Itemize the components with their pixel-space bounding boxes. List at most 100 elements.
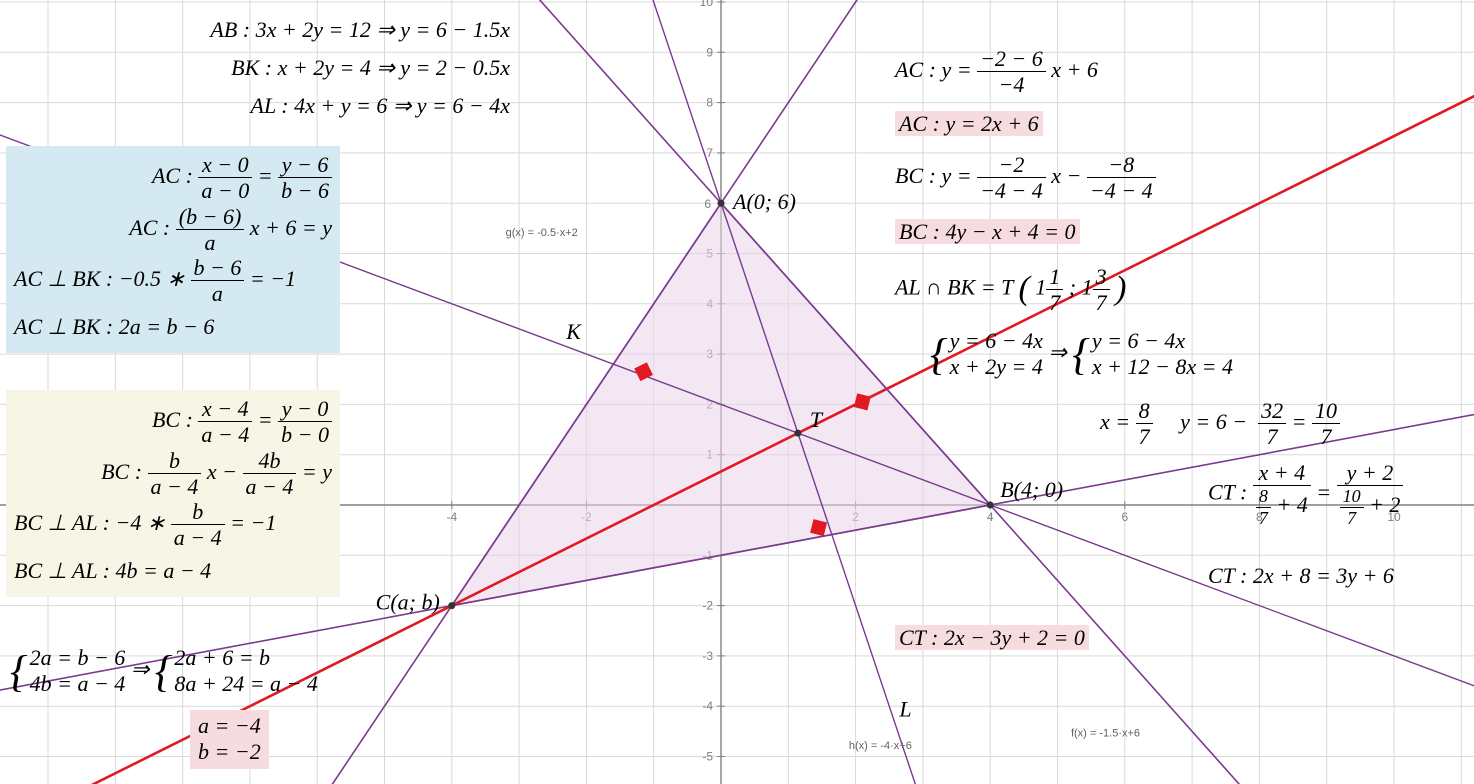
arrow: ⇒ (131, 656, 155, 681)
num: 8 (1136, 398, 1153, 424)
eq-AL: AL : 4x + y = 6 ⇒ y = 6 − 4x (140, 86, 510, 127)
den: a − 0 (198, 178, 252, 203)
svg-text:6: 6 (704, 197, 711, 211)
txt: = (258, 163, 278, 188)
eq-CT1: CT : x + 4 87 + 4 = y + 2 107 + 2 (1208, 460, 1403, 529)
txt: x − (1051, 163, 1087, 188)
txt: y = 6 − (1158, 409, 1252, 434)
eq-AC1: AC : y = −2 − 6−4 x + 6 (895, 46, 1098, 98)
paren: ( (1018, 270, 1029, 307)
eq-AC2: AC : y = 2x + 6 (895, 104, 1043, 145)
txt: = −1 (230, 510, 276, 535)
den: 7 (1136, 424, 1153, 449)
txt: = (258, 407, 278, 432)
den: a − 4 (148, 474, 202, 499)
txt: x = (1100, 409, 1136, 434)
svg-text:K: K (565, 319, 582, 344)
eq-T: AL ∩ BK = T ( 117 ; 137 ) (895, 258, 1126, 321)
num: b (171, 499, 225, 525)
eq-xy: x = 87 y = 6 − 327 = 107 (1100, 398, 1340, 450)
den: −4 − 4 (977, 178, 1046, 203)
num: 10 (1312, 398, 1340, 424)
sys-l1: 2a = b − 6 (30, 645, 126, 671)
hl: AC : y = 2x + 6 (895, 111, 1043, 136)
svg-text:8: 8 (706, 96, 713, 110)
den: a − 4 (243, 474, 297, 499)
num: x + 4 (1253, 460, 1311, 486)
txt: AL ∩ BK = T (895, 275, 1013, 300)
eq-BC1: BC : y = −2−4 − 4 x − −8−4 − 4 (895, 152, 1156, 204)
ans-a: a = −4 (198, 713, 261, 739)
svg-text:g(x) = -0.5·x+2: g(x) = -0.5·x+2 (506, 227, 578, 239)
svg-text:A(0; 6): A(0; 6) (731, 189, 796, 214)
svg-text:6: 6 (1121, 510, 1128, 524)
num: (b − 6) (176, 204, 245, 230)
num: 1 (1046, 264, 1063, 290)
den: b − 0 (278, 422, 332, 447)
den: 7 (1312, 424, 1340, 449)
n: 10 (1340, 486, 1364, 508)
sys-r1: y = 6 − 4x (1092, 328, 1233, 354)
txt: = (1292, 409, 1312, 434)
den: a (176, 230, 245, 255)
int: 1 (1082, 275, 1093, 300)
den: a − 4 (198, 422, 252, 447)
svg-text:B(4; 0): B(4; 0) (1000, 477, 1063, 502)
hl: CT : 2x − 3y + 2 = 0 (895, 625, 1089, 650)
answer-ab: a = −4b = −2 (190, 710, 269, 769)
txt: = (1316, 479, 1336, 504)
ans-b: b = −2 (198, 739, 261, 765)
svg-text:-2: -2 (702, 599, 713, 613)
svg-text:7: 7 (706, 146, 713, 160)
sys-l2: x + 2y = 4 (950, 354, 1043, 380)
txt: = y (302, 458, 332, 483)
eq-line: BC ⊥ AL : 4b = a − 4 (14, 551, 332, 592)
t: + 4 (1271, 493, 1308, 518)
txt: AC ⊥ BK : −0.5 ∗ (14, 266, 191, 291)
svg-text:-5: -5 (702, 750, 713, 764)
svg-text:L: L (898, 696, 911, 721)
t: + 2 (1364, 493, 1401, 518)
num: b − 6 (191, 255, 245, 281)
d: 7 (1340, 508, 1364, 529)
txt: AC : (129, 214, 175, 239)
eq-BC2: BC : 4y − x + 4 = 0 (895, 212, 1080, 253)
sys-r2: 8a + 24 = a − 4 (174, 671, 318, 697)
num: −8 (1087, 152, 1156, 178)
svg-text:-3: -3 (702, 649, 713, 663)
txt: BC : y = (895, 163, 977, 188)
txt: CT : (1208, 479, 1253, 504)
den: −4 − 4 (1087, 178, 1156, 203)
svg-text:C(a; b): C(a; b) (376, 590, 440, 615)
den: −4 (977, 72, 1046, 97)
den: a − 4 (171, 525, 225, 550)
den: 7 (1258, 424, 1286, 449)
txt: BC ⊥ AL : −4 ∗ (14, 510, 171, 535)
num: 32 (1258, 398, 1286, 424)
num: 3 (1093, 264, 1110, 290)
eq-AB: AB : 3x + 2y = 12 ⇒ y = 6 − 1.5x (140, 10, 510, 51)
svg-text:-4: -4 (702, 699, 713, 713)
block-blue: AC : x − 0a − 0 = y − 6b − 6 AC : (b − 6… (6, 146, 340, 353)
num: −2 − 6 (977, 46, 1046, 72)
num: 4b (243, 448, 297, 474)
num: y − 0 (278, 396, 332, 422)
txt: BC : (152, 407, 198, 432)
block-yellow: BC : x − 4a − 4 = y − 0b − 0 BC : ba − 4… (6, 390, 340, 597)
eq-line: AC ⊥ BK : 2a = b − 6 (14, 307, 332, 348)
svg-text:f(x) = -1.5·x+6: f(x) = -1.5·x+6 (1071, 727, 1140, 739)
num: b (148, 448, 202, 474)
eq-CT2: CT : 2x + 8 = 3y + 6 (1208, 556, 1394, 597)
txt: AC : (152, 163, 198, 188)
txt: x + 6 = y (250, 214, 332, 239)
sys-r2: x + 12 − 8x = 4 (1092, 354, 1233, 380)
eq-BK: BK : x + 2y = 4 ⇒ y = 2 − 0.5x (140, 48, 510, 89)
den: 7 (1046, 290, 1063, 315)
sys-l2: 4b = a − 4 (30, 671, 126, 697)
svg-text:10: 10 (700, 0, 714, 9)
int: 1 (1035, 275, 1046, 300)
svg-text:4: 4 (987, 510, 994, 524)
d: 7 (1256, 508, 1271, 529)
svg-text:h(x) = -4·x+6: h(x) = -4·x+6 (849, 740, 912, 752)
txt: AC : y = (895, 57, 977, 82)
